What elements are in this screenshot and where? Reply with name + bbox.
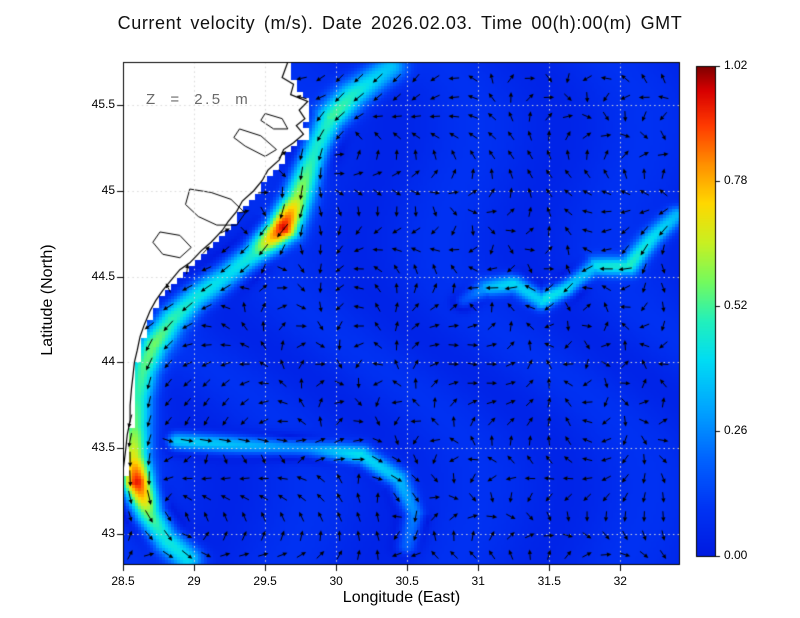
y-axis-label: Latitude (North) <box>39 244 56 356</box>
y-tick-label: 44.5 <box>91 268 115 283</box>
colorbar-tick-label: 0.78 <box>724 173 748 188</box>
x-tick-label: 29.5 <box>253 574 277 588</box>
y-tick-label: 45 <box>101 182 115 197</box>
x-tick-label: 31.5 <box>537 574 561 588</box>
x-tick-label: 29 <box>187 574 201 588</box>
x-axis-label: Longitude (East) <box>342 589 461 606</box>
x-tick-label: 28.5 <box>111 574 135 588</box>
colorbar-tick-label: 1.02 <box>724 58 748 72</box>
plot-title: Current velocity (m/s). Date 2026.02.03.… <box>117 13 683 33</box>
x-tick-label: 32 <box>613 574 627 588</box>
x-tick-label: 30 <box>329 574 343 588</box>
y-tick-label: 43 <box>101 526 115 541</box>
colorbar-tick-label: 0.52 <box>724 298 748 313</box>
x-tick-label: 31 <box>471 574 485 588</box>
y-tick-label: 43.5 <box>91 440 115 455</box>
colorbar-tick-label: 0.26 <box>724 423 748 438</box>
x-tick-label: 30.5 <box>395 574 419 588</box>
colorbar-tick-label: 0.00 <box>724 548 748 562</box>
y-tick-label: 44 <box>101 354 115 369</box>
y-tick-label: 45.5 <box>91 96 115 111</box>
depth-annotation: Z = 2.5 m <box>146 91 251 108</box>
